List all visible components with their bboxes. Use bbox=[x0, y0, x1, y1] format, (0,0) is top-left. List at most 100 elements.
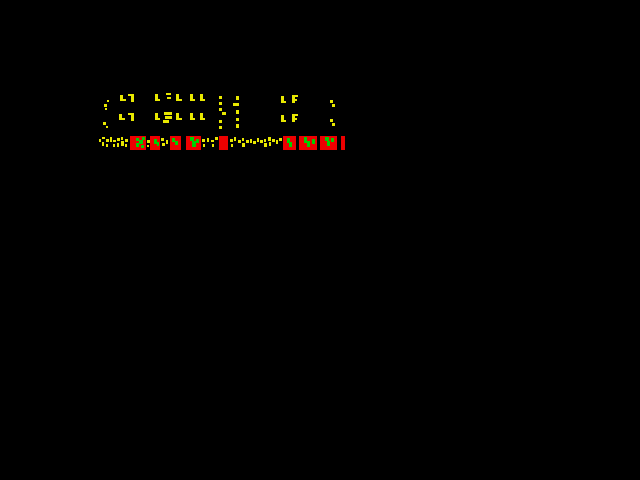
status-noise-fragment bbox=[113, 140, 116, 142]
glyph-fragment bbox=[292, 114, 298, 116]
status-noise-fragment bbox=[242, 138, 244, 141]
status-green-fragment bbox=[136, 138, 139, 141]
status-noise-fragment bbox=[121, 141, 124, 146]
glyph-fragment bbox=[165, 116, 172, 119]
glyph-fragment bbox=[155, 94, 158, 101]
glyph-fragment bbox=[155, 99, 160, 101]
status-green-fragment bbox=[327, 141, 330, 146]
status-noise-fragment bbox=[242, 143, 245, 147]
status-green-fragment bbox=[325, 137, 329, 141]
glyph-fragment bbox=[131, 113, 134, 121]
status-noise-fragment bbox=[162, 143, 165, 146]
status-noise-fragment bbox=[264, 143, 267, 147]
glyph-fragment bbox=[176, 118, 182, 120]
status-noise-fragment bbox=[147, 145, 149, 147]
status-noise-fragment bbox=[106, 144, 108, 147]
glyph-fragment bbox=[106, 126, 108, 128]
status-noise-fragment bbox=[253, 141, 256, 144]
glyph-fragment bbox=[163, 120, 169, 123]
glyph-fragment bbox=[190, 118, 195, 120]
status-red-block bbox=[219, 136, 228, 150]
glyph-fragment bbox=[164, 112, 172, 115]
status-noise-fragment bbox=[161, 138, 164, 141]
glyph-fragment bbox=[332, 123, 335, 126]
glyph-fragment bbox=[190, 94, 193, 101]
status-green-fragment bbox=[331, 138, 334, 142]
status-green-fragment bbox=[136, 143, 139, 147]
glyph-fragment bbox=[236, 110, 239, 114]
status-green-fragment bbox=[312, 139, 315, 144]
glyph-fragment bbox=[166, 93, 171, 95]
status-red-block bbox=[341, 136, 345, 150]
status-green-fragment bbox=[190, 137, 194, 141]
status-noise-fragment bbox=[238, 140, 241, 143]
status-noise-fragment bbox=[268, 137, 271, 141]
status-noise-fragment bbox=[117, 138, 120, 141]
status-noise-fragment bbox=[230, 139, 233, 142]
status-noise-fragment bbox=[234, 137, 236, 141]
status-noise-fragment bbox=[121, 137, 123, 140]
status-noise-fragment bbox=[250, 139, 252, 143]
status-noise-fragment bbox=[215, 137, 218, 140]
glyph-fragment bbox=[167, 97, 171, 99]
status-noise-fragment bbox=[202, 139, 205, 142]
status-green-fragment bbox=[289, 142, 292, 147]
glyph-fragment bbox=[119, 114, 122, 120]
status-noise-fragment bbox=[212, 144, 214, 147]
status-noise-fragment bbox=[106, 139, 109, 142]
status-noise-fragment bbox=[246, 140, 249, 143]
glyph-fragment bbox=[219, 120, 222, 123]
status-green-fragment bbox=[139, 140, 143, 144]
glyph-fragment bbox=[292, 118, 297, 120]
glyph-fragment bbox=[292, 99, 297, 101]
glyph-fragment bbox=[120, 99, 126, 101]
glyph-fragment bbox=[200, 118, 205, 120]
glyph-fragment bbox=[236, 124, 239, 128]
status-noise-fragment bbox=[99, 139, 101, 142]
status-green-fragment bbox=[172, 138, 175, 142]
status-noise-fragment bbox=[125, 144, 127, 147]
glyph-fragment bbox=[176, 94, 179, 101]
status-noise-fragment bbox=[102, 142, 104, 146]
glyph-fragment bbox=[107, 100, 109, 102]
glyph-fragment bbox=[222, 112, 226, 115]
glyph-fragment bbox=[176, 113, 179, 120]
status-noise-fragment bbox=[125, 139, 128, 142]
status-noise-fragment bbox=[257, 138, 259, 142]
glyph-fragment bbox=[332, 104, 335, 107]
glyph-fragment bbox=[200, 99, 205, 101]
glyph-fragment bbox=[219, 126, 222, 129]
glyph-fragment bbox=[200, 113, 203, 120]
glyph-fragment bbox=[103, 122, 106, 125]
glyph-fragment bbox=[190, 113, 193, 120]
status-noise-fragment bbox=[272, 139, 275, 142]
status-green-fragment bbox=[175, 141, 178, 145]
glyph-fragment bbox=[281, 96, 284, 103]
glyph-fragment bbox=[131, 94, 134, 102]
status-green-fragment bbox=[154, 139, 157, 144]
glyph-fragment bbox=[281, 101, 286, 103]
status-green-fragment bbox=[196, 139, 199, 143]
status-noise-fragment bbox=[147, 140, 150, 143]
glyph-fragment bbox=[281, 115, 284, 122]
status-noise-fragment bbox=[207, 138, 209, 142]
status-noise-fragment bbox=[166, 140, 168, 144]
glyph-fragment bbox=[190, 99, 195, 101]
status-noise-fragment bbox=[276, 140, 278, 144]
glyph-fragment bbox=[236, 118, 239, 121]
glyph-fragment bbox=[128, 94, 133, 96]
glyph-fragment bbox=[219, 108, 222, 111]
status-noise-fragment bbox=[117, 143, 119, 147]
glyph-fragment bbox=[292, 95, 298, 97]
status-green-fragment bbox=[287, 138, 290, 143]
status-green-fragment bbox=[307, 141, 310, 147]
glyph-fragment bbox=[200, 94, 203, 101]
glyph-fragment bbox=[233, 103, 239, 106]
status-noise-fragment bbox=[260, 140, 263, 143]
status-noise-fragment bbox=[279, 138, 282, 141]
status-noise-fragment bbox=[231, 144, 233, 147]
status-green-fragment bbox=[142, 137, 145, 140]
glyph-fragment bbox=[219, 102, 222, 105]
